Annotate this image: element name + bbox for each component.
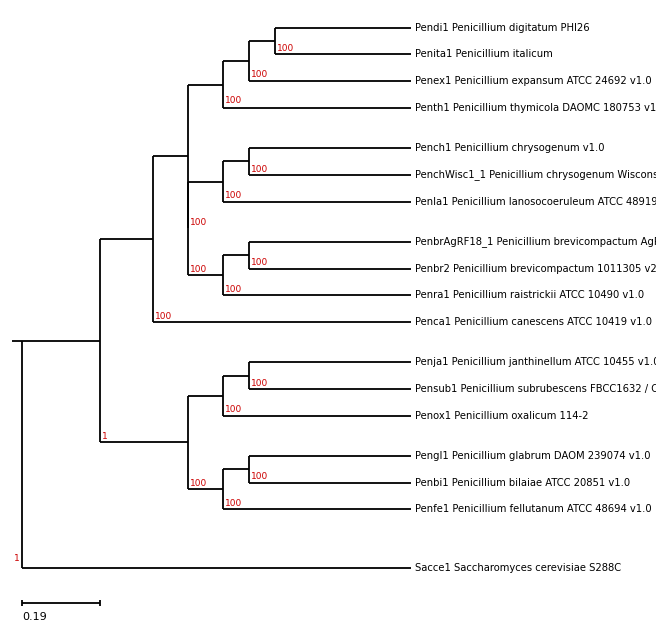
- Text: 100: 100: [190, 479, 207, 488]
- Text: Penex1 Penicillium expansum ATCC 24692 v1.0: Penex1 Penicillium expansum ATCC 24692 v…: [415, 76, 651, 86]
- Text: PenbrAgRF18_1 Penicillium brevicompactum AgRF18 v1.0: PenbrAgRF18_1 Penicillium brevicompactum…: [415, 236, 656, 247]
- Text: Penja1 Penicillium janthinellum ATCC 10455 v1.0: Penja1 Penicillium janthinellum ATCC 104…: [415, 357, 656, 367]
- Text: 100: 100: [224, 96, 242, 106]
- Text: Penth1 Penicillium thymicola DAOMC 180753 v1.0: Penth1 Penicillium thymicola DAOMC 18075…: [415, 103, 656, 113]
- Text: Penla1 Penicillium lanosocoeruleum ATCC 48919 v1.0: Penla1 Penicillium lanosocoeruleum ATCC …: [415, 197, 656, 207]
- Text: 100: 100: [224, 285, 242, 294]
- Text: Penca1 Penicillium canescens ATCC 10419 v1.0: Penca1 Penicillium canescens ATCC 10419 …: [415, 317, 652, 327]
- Text: 100: 100: [251, 258, 268, 267]
- Text: Penox1 Penicillium oxalicum 114-2: Penox1 Penicillium oxalicum 114-2: [415, 411, 588, 421]
- Text: 100: 100: [224, 192, 242, 200]
- Text: 100: 100: [224, 405, 242, 414]
- Text: Penita1 Penicillium italicum: Penita1 Penicillium italicum: [415, 50, 552, 60]
- Text: Pengl1 Penicillium glabrum DAOM 239074 v1.0: Pengl1 Penicillium glabrum DAOM 239074 v…: [415, 451, 650, 461]
- Text: 1: 1: [14, 554, 20, 563]
- Text: 100: 100: [251, 70, 268, 78]
- Text: Pensub1 Penicillium subrubescens FBCC1632 / CBS132785: Pensub1 Penicillium subrubescens FBCC163…: [415, 384, 656, 394]
- Text: 0.19: 0.19: [22, 612, 47, 622]
- Text: Penra1 Penicillium raistrickii ATCC 10490 v1.0: Penra1 Penicillium raistrickii ATCC 1049…: [415, 290, 644, 300]
- Text: PenchWisc1_1 Penicillium chrysogenum Wisconsin 54-1255: PenchWisc1_1 Penicillium chrysogenum Wis…: [415, 170, 656, 180]
- Text: 1: 1: [102, 432, 108, 441]
- Text: 100: 100: [277, 44, 295, 53]
- Text: Penfe1 Penicillium fellutanum ATCC 48694 v1.0: Penfe1 Penicillium fellutanum ATCC 48694…: [415, 504, 651, 514]
- Text: 100: 100: [251, 165, 268, 173]
- Text: Penbr2 Penicillium brevicompactum 1011305 v2.0: Penbr2 Penicillium brevicompactum 101130…: [415, 264, 656, 274]
- Text: 100: 100: [224, 499, 242, 508]
- Text: 100: 100: [190, 265, 207, 274]
- Text: Sacce1 Saccharomyces cerevisiae S288C: Sacce1 Saccharomyces cerevisiae S288C: [415, 563, 621, 573]
- Text: 100: 100: [251, 472, 268, 481]
- Text: 100: 100: [190, 218, 207, 227]
- Text: Penbi1 Penicillium bilaiae ATCC 20851 v1.0: Penbi1 Penicillium bilaiae ATCC 20851 v1…: [415, 477, 630, 487]
- Text: Pendi1 Penicillium digitatum PHI26: Pendi1 Penicillium digitatum PHI26: [415, 23, 590, 33]
- Text: 100: 100: [251, 379, 268, 387]
- Text: 100: 100: [155, 311, 172, 321]
- Text: Pench1 Penicillium chrysogenum v1.0: Pench1 Penicillium chrysogenum v1.0: [415, 143, 604, 153]
